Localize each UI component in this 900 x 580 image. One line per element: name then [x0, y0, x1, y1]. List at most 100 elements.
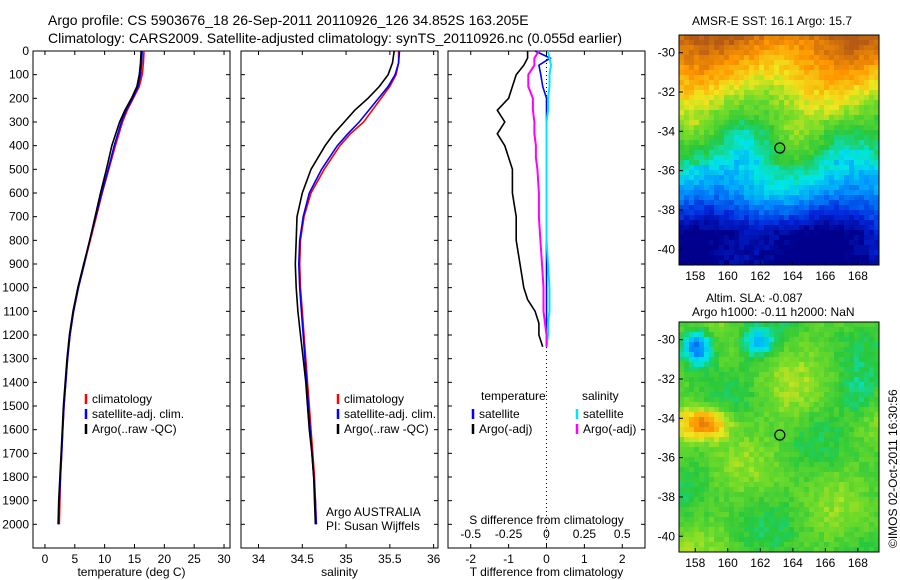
map-cell [869, 492, 875, 498]
map-cell [739, 120, 745, 126]
map-cell [689, 402, 695, 408]
map-cell [819, 225, 825, 231]
map-cell [789, 250, 795, 256]
map-cell [874, 50, 879, 56]
map-cell [699, 392, 705, 398]
map-cell [769, 492, 775, 498]
salinity-tick-label: 34 [252, 552, 266, 566]
map-cell [844, 60, 850, 66]
map-cell [819, 190, 825, 196]
map-cell [769, 145, 775, 151]
map-cell [824, 347, 830, 353]
map-cell [844, 110, 850, 116]
map-cell [829, 205, 835, 211]
map-cell [779, 527, 785, 533]
map-cell [729, 220, 735, 226]
map-cell [729, 70, 735, 76]
map-cell [859, 492, 865, 498]
map-cell [819, 60, 825, 66]
map-cell [749, 200, 755, 206]
map-cell [724, 255, 730, 261]
map-cell [859, 477, 865, 483]
map-cell [694, 140, 700, 146]
map-cell [779, 175, 785, 181]
map-cell [829, 170, 835, 176]
map-cell [769, 175, 775, 181]
map-cell [729, 40, 735, 46]
map-cell [764, 337, 770, 343]
map-cell [684, 125, 690, 131]
map-cell [689, 55, 695, 61]
map-cell [679, 457, 685, 463]
map-cell [804, 135, 810, 141]
map-cell [854, 205, 860, 211]
map-cell [829, 145, 835, 151]
map-cell [739, 327, 745, 333]
map-cell [754, 70, 760, 76]
map-cell [724, 115, 730, 121]
map-cell [789, 397, 795, 403]
map-cell [829, 150, 835, 156]
map-cell [784, 477, 790, 483]
map-cell [714, 175, 720, 181]
map-cell [869, 35, 875, 41]
map-cell [764, 205, 770, 211]
map-cell [739, 372, 745, 378]
map-cell [839, 90, 845, 96]
map-cell [714, 412, 720, 418]
map-cell [849, 120, 855, 126]
sla-map-title-line-2: Argo h1000: -0.11 h2000: NaN [692, 305, 855, 319]
map-cell [704, 235, 710, 241]
map-cell [789, 547, 795, 552]
map-cell [759, 412, 765, 418]
map-cell [779, 100, 785, 106]
map-cell [734, 547, 740, 552]
map-cell [849, 95, 855, 101]
map-cell [719, 190, 725, 196]
map-cell [744, 180, 750, 186]
map-cell [824, 255, 830, 261]
map-cell [729, 537, 735, 543]
map-cell [819, 230, 825, 236]
map-cell [729, 477, 735, 483]
map-cell [769, 230, 775, 236]
map-cell [834, 125, 840, 131]
map-cell [704, 332, 710, 338]
map-cell [774, 527, 780, 533]
map-cell [689, 75, 695, 81]
map-cell [694, 45, 700, 51]
map-cell [759, 397, 765, 403]
map-cell [784, 377, 790, 383]
map-cell [754, 537, 760, 543]
map-cell [874, 502, 879, 508]
map-cell [739, 170, 745, 176]
map-cell [799, 100, 805, 106]
map-cell [824, 517, 830, 523]
map-cell [754, 235, 760, 241]
map-cell [739, 507, 745, 513]
map-cell [679, 537, 685, 543]
map-cell [714, 352, 720, 358]
map-cell [859, 372, 865, 378]
map-cell [784, 245, 790, 251]
map-cell [734, 45, 740, 51]
map-cell [874, 447, 879, 453]
map-cell [729, 457, 735, 463]
map-cell [864, 190, 870, 196]
map-cell [774, 195, 780, 201]
map-cell [709, 105, 715, 111]
map-cell [854, 145, 860, 151]
map-cell [854, 342, 860, 348]
map-cell [684, 377, 690, 383]
map-cell [719, 85, 725, 91]
map-cell [729, 332, 735, 338]
map-cell [869, 75, 875, 81]
map-cell [779, 180, 785, 186]
map-cell [719, 497, 725, 503]
map-cell [794, 452, 800, 458]
map-cell [704, 75, 710, 81]
map-cell [724, 502, 730, 508]
map-cell [729, 357, 735, 363]
map-cell [869, 100, 875, 106]
map-cell [769, 70, 775, 76]
